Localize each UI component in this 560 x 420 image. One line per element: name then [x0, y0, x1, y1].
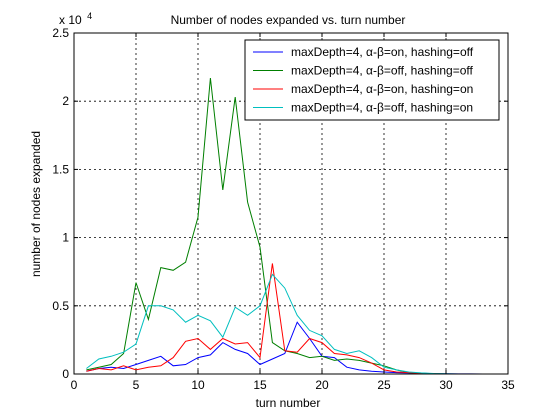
- x-tick-label: 5: [133, 378, 140, 392]
- x-tick-label: 0: [71, 378, 78, 392]
- x-tick-label: 20: [315, 378, 329, 392]
- x-tick-label: 25: [377, 378, 391, 392]
- y-axis-title: number of nodes expanded: [29, 131, 43, 277]
- series-line-4: [86, 273, 459, 375]
- y-tick-label: 2.5: [52, 26, 69, 40]
- chart-title: Number of nodes expanded vs. turn number: [171, 13, 406, 27]
- y-tick-label: 1: [62, 231, 69, 245]
- y-tick-label: 0: [62, 367, 69, 381]
- y-multiplier-exponent: 4: [87, 11, 92, 21]
- y-tick-label: 1.5: [52, 162, 69, 176]
- x-tick-label: 10: [191, 378, 205, 392]
- y-tick-label: 2: [62, 94, 69, 108]
- y-multiplier-base: x 10: [59, 13, 82, 27]
- x-tick-label: 30: [439, 378, 453, 392]
- legend: maxDepth=4, α-β=on, hashing=off maxDepth=…: [244, 39, 500, 121]
- y-axis-multiplier: x 10 4: [59, 11, 92, 28]
- y-tick-label: 0.5: [52, 299, 69, 313]
- x-tick-label: 35: [501, 378, 515, 392]
- legend-label-4: maxDepth=4, α-β=off, hashing=on: [291, 101, 473, 115]
- legend-box: [244, 39, 500, 121]
- legend-label-1: maxDepth=4, α-β=on, hashing=off: [291, 45, 474, 59]
- legend-label-3: maxDepth=4, α-β=on, hashing=on: [291, 82, 473, 96]
- legend-label-2: maxDepth=4, α-β=off, hashing=off: [291, 64, 474, 78]
- series-line-3: [86, 263, 447, 375]
- plot-frame: [73, 32, 509, 375]
- series-lines: [86, 77, 484, 375]
- x-tick-label: 15: [253, 378, 267, 392]
- axis-ticks: 0 5 10 15 20 25 30 35 0 0.5 1 1.5 2 2.5: [52, 26, 515, 392]
- x-axis-title: turn number: [256, 396, 321, 410]
